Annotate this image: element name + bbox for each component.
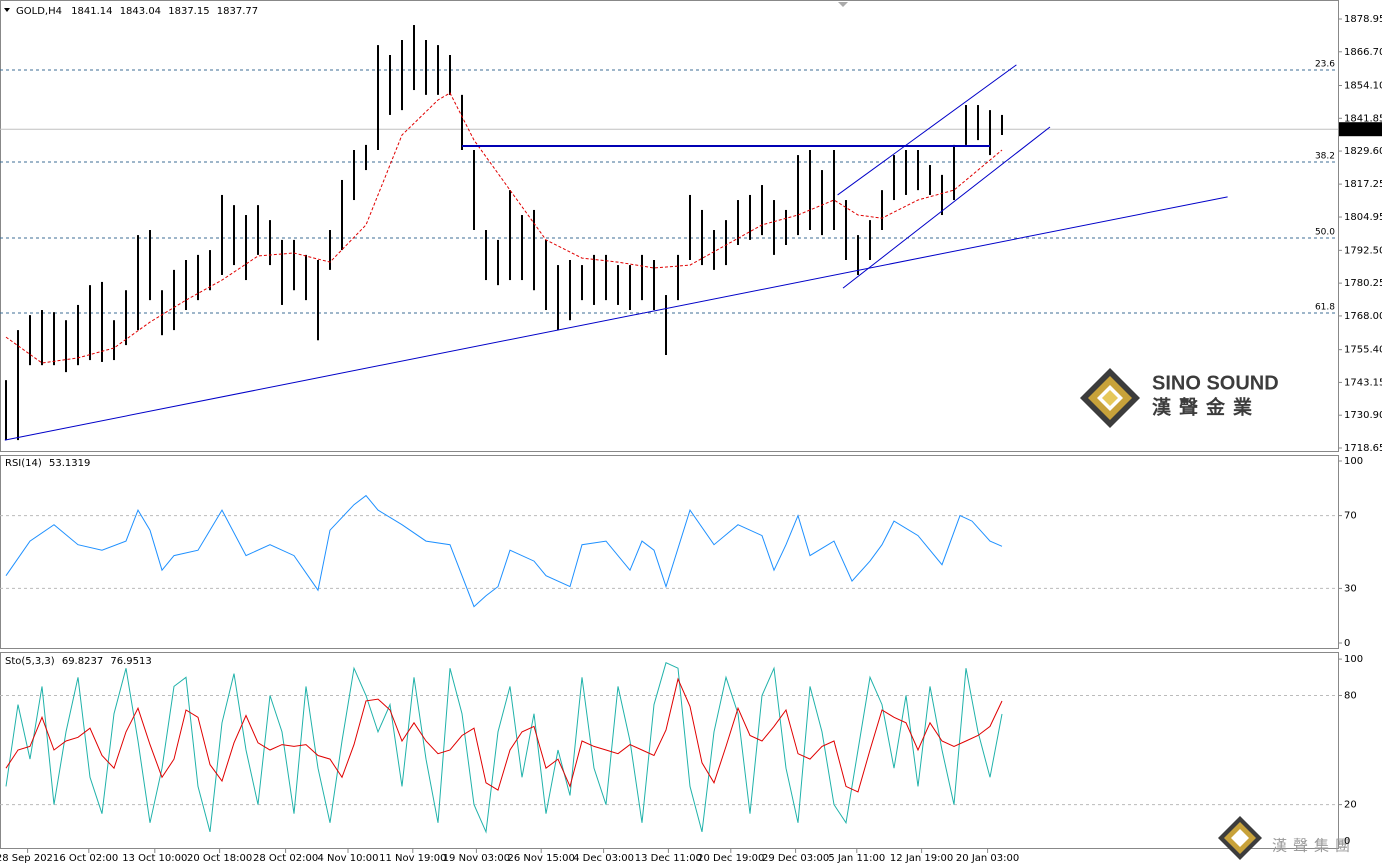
y-tick-label: 0 [1344, 836, 1350, 847]
y-tick-label: 1829.60 [1344, 146, 1382, 157]
logo-core [1102, 390, 1118, 406]
footer-logo-text: 漢聲集團 [1272, 837, 1356, 855]
footer-logo: 漢聲集團 [1218, 816, 1356, 860]
x-tick-label: 5 Jan 11:00 [828, 853, 885, 864]
fib-label: 50.0 [1315, 228, 1335, 238]
y-tick-label: 1817.25 [1344, 179, 1382, 190]
shift-marker [838, 2, 848, 7]
x-tick-label: 4 Nov 10:00 [317, 853, 378, 864]
open: 1841.14 [71, 6, 112, 17]
trendline [837, 64, 1017, 196]
x-tick-label: 13 Dec 11:00 [635, 853, 702, 864]
x-tick-label: 29 Dec 03:00 [762, 853, 829, 864]
x-tick-label: 11 Nov 19:00 [379, 853, 446, 864]
y-tick-label: 1755.40 [1344, 345, 1382, 356]
x-tick-label: 20 Jan 03:00 [956, 853, 1019, 864]
x-tick-label: 6 Oct 02:00 [59, 853, 118, 864]
y-tick-label: 100 [1344, 654, 1363, 665]
rsi-header: RSI(14) 53.1319 [5, 458, 90, 469]
symbol: GOLD,H4 [16, 6, 62, 17]
rsi-frame [0, 455, 1339, 649]
x-tick-label: 20 Oct 18:00 [187, 853, 252, 864]
sto-header: Sto(5,3,3) 69.8237 76.9513 [5, 656, 152, 667]
y-tick-label: 1792.50 [1344, 245, 1382, 256]
close: 1837.77 [217, 6, 258, 17]
x-tick-label: 26 Nov 15:00 [507, 853, 574, 864]
y-tick-label: 1854.10 [1344, 81, 1382, 92]
y-tick-label: 0 [1344, 638, 1350, 649]
watermark-zh: 漢聲金業 [1152, 396, 1260, 419]
y-tick-label: 1718.65 [1344, 443, 1382, 454]
trendline [4, 196, 1228, 441]
low: 1837.15 [168, 6, 209, 17]
y-tick-label: 1768.00 [1344, 311, 1382, 322]
sto-k-value: 69.8237 [62, 656, 103, 667]
fib-label: 38.2 [1315, 152, 1335, 162]
y-tick-label: 20 [1344, 800, 1357, 811]
rsi-title: RSI(14) [5, 458, 42, 469]
price-box-label: 1837.77 [1342, 124, 1382, 135]
y-tick-label: 1841.85 [1344, 113, 1382, 124]
indicator-line [5, 677, 1003, 793]
indicator-line [5, 662, 1003, 834]
y-tick-label: 80 [1344, 690, 1357, 701]
x-tick-label: 28 Oct 02:00 [253, 853, 318, 864]
y-tick-label: 1866.70 [1344, 47, 1382, 58]
y-tick-label: 1780.25 [1344, 278, 1382, 289]
watermark-logo: SINO SOUND 漢聲金業 [1080, 368, 1279, 428]
menu-arrow [4, 8, 10, 12]
high: 1843.04 [120, 6, 161, 17]
sto-frame [0, 652, 1339, 849]
y-tick-label: 1730.90 [1344, 410, 1382, 421]
x-tick-label: 12 Jan 19:00 [890, 853, 953, 864]
sto-d-value: 76.9513 [110, 656, 151, 667]
panel-frames [0, 0, 1339, 849]
indicator-line [5, 494, 1003, 608]
watermark-en: SINO SOUND [1152, 372, 1279, 394]
x-tick-label: 4 Dec 03:00 [573, 853, 634, 864]
y-tick-label: 30 [1344, 583, 1357, 594]
x-tick-label: 20 Dec 19:00 [697, 853, 764, 864]
trendline [842, 126, 1051, 289]
price-box [1339, 122, 1382, 137]
footer-logo-inner [1231, 829, 1249, 847]
x-tick-label: 13 Oct 10:00 [122, 853, 187, 864]
fib-label: 61.8 [1315, 302, 1335, 312]
sto-title: Sto(5,3,3) [5, 656, 55, 667]
y-tick-label: 70 [1344, 511, 1357, 522]
moving-average [5, 92, 1003, 364]
x-tick-label: 28 Sep 2021 [0, 853, 59, 864]
rsi-value: 53.1319 [49, 458, 90, 469]
x-tick-label: 19 Nov 03:00 [443, 853, 510, 864]
fib-label: 23.6 [1315, 59, 1335, 69]
y-tick-label: 1804.95 [1344, 212, 1382, 223]
y-tick-label: 1743.15 [1344, 377, 1382, 388]
price-frame [0, 0, 1339, 452]
chart-header: GOLD,H4 1841.14 1843.04 1837.15 1837.77 [16, 6, 258, 17]
y-tick-label: 100 [1344, 456, 1363, 467]
y-tick-label: 1878.95 [1344, 14, 1382, 25]
